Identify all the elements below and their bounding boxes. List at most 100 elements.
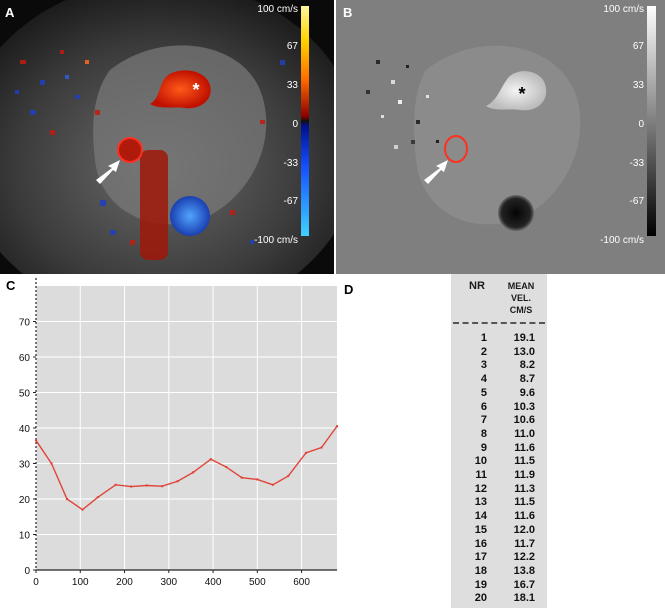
roi-circle xyxy=(444,135,468,163)
table-row: 7 10.6 xyxy=(451,414,547,427)
scale-label: 67 xyxy=(287,41,299,52)
x-tick-label: 300 xyxy=(160,577,177,588)
table-row: 10 11.5 xyxy=(451,455,547,468)
row-number: 20 xyxy=(474,592,487,605)
data-point xyxy=(304,451,308,455)
phase-velocity-image: * 100 cm/s 67 33 0 -33 -67 -100 cm/s xyxy=(336,0,665,274)
chart-svg: 0 10 20 30 40 50 60 70 0 100 200 300 400 500 600 xyxy=(19,278,339,588)
table-row: 16 11.7 xyxy=(451,538,547,551)
table-row: 5 9.6 xyxy=(451,387,547,400)
phase-noise xyxy=(366,60,439,149)
data-point xyxy=(65,497,69,501)
color-velocity-image: * 100 cm/s 67 33 0 -33 -67 -100 cm/s xyxy=(0,0,334,274)
velocity-gray-bar xyxy=(647,6,656,236)
roi-circle xyxy=(117,137,143,163)
scale-label: 33 xyxy=(287,80,299,91)
row-number: 7 xyxy=(480,414,487,427)
scale-label: -67 xyxy=(284,196,299,207)
scale-label: -100 cm/s xyxy=(254,235,298,246)
table-row: 8 11.0 xyxy=(451,428,547,441)
row-mean-velocity: 9.6 xyxy=(519,386,535,399)
scale-label: 0 xyxy=(292,119,298,130)
scale-label: 67 xyxy=(633,41,645,52)
table-row: 9 11.6 xyxy=(451,442,547,455)
descending-flow-red xyxy=(140,150,168,260)
row-mean-velocity: 13.0 xyxy=(513,345,535,358)
header-mean-line: MEAN xyxy=(507,281,535,291)
scale-label: -33 xyxy=(284,158,299,169)
panel-label-b: B xyxy=(343,5,353,20)
row-number: 5 xyxy=(480,386,487,399)
data-point xyxy=(96,496,100,499)
row-mean-velocity: 12.0 xyxy=(513,523,535,536)
x-tick-label: 100 xyxy=(72,577,89,588)
heart-silhouette xyxy=(93,45,267,225)
header-mean-velocity: MEAN VEL. CM/S xyxy=(501,280,541,316)
data-point xyxy=(256,478,259,481)
row-number: 13 xyxy=(474,496,487,509)
table-row: 18 13.8 xyxy=(451,565,547,578)
data-point xyxy=(209,458,213,461)
table-row: 13 11.5 xyxy=(451,496,547,509)
scale-label: -33 xyxy=(630,158,645,169)
table-row: 20 18.1 xyxy=(451,592,547,605)
scale-label: 0 xyxy=(638,119,644,130)
row-number: 17 xyxy=(474,551,487,564)
data-point xyxy=(287,474,290,478)
scale-label: 100 cm/s xyxy=(603,4,644,15)
header-nr: NR xyxy=(469,280,485,292)
y-tick-label: 40 xyxy=(19,424,31,435)
row-number: 12 xyxy=(474,482,487,495)
mean-velocity-table: NR MEAN VEL. CM/S 1 19.1 2 13.0 3 8.2 4 8.7 5 9.6… xyxy=(451,274,547,608)
data-point xyxy=(129,485,133,488)
row-number: 6 xyxy=(480,400,487,413)
scale-label: 33 xyxy=(633,80,645,91)
table-row: 11 11.9 xyxy=(451,469,547,482)
velocity-chart: 0 10 20 30 40 50 60 70 0 100 200 300 400 500 600 xyxy=(0,276,339,608)
row-mean-velocity: 10.3 xyxy=(513,400,535,413)
y-tick-label: 0 xyxy=(24,566,30,577)
data-point xyxy=(320,446,323,449)
aorta-flow-blue xyxy=(170,196,210,236)
data-point xyxy=(335,425,339,428)
series-line xyxy=(35,425,338,511)
row-mean-velocity: 10.6 xyxy=(513,414,535,427)
velocity-scale-labels: 100 cm/s 67 33 0 -33 -67 -100 cm/s xyxy=(254,4,298,246)
scale-label: 100 cm/s xyxy=(257,4,298,15)
row-mean-velocity: 13.8 xyxy=(513,564,535,577)
row-mean-velocity: 11.6 xyxy=(514,441,535,454)
data-point xyxy=(225,465,228,469)
header-mean-line: CM/S xyxy=(509,305,533,315)
row-number: 15 xyxy=(474,523,487,536)
row-mean-velocity: 11.6 xyxy=(514,510,535,523)
row-mean-velocity: 11.9 xyxy=(514,469,535,481)
header-mean-line: VEL. xyxy=(510,293,531,303)
table-row: 19 16.7 xyxy=(451,579,547,592)
x-tick-label: 500 xyxy=(249,577,266,588)
table-row: 1 19.1 xyxy=(451,332,547,345)
x-tick-label: 600 xyxy=(293,577,310,588)
x-tick-label: 400 xyxy=(205,577,222,588)
data-point xyxy=(271,483,275,486)
row-number: 1 xyxy=(480,332,487,344)
data-point xyxy=(114,483,117,486)
arrow-icon xyxy=(424,160,448,184)
row-mean-velocity: 18.1 xyxy=(513,592,535,605)
row-number: 19 xyxy=(474,578,487,591)
x-tick-label: 0 xyxy=(33,577,39,588)
row-number: 9 xyxy=(480,441,487,454)
data-point xyxy=(191,471,195,474)
row-mean-velocity: 16.7 xyxy=(513,578,535,591)
row-mean-velocity: 19.1 xyxy=(513,332,535,344)
row-number: 14 xyxy=(474,510,487,523)
row-mean-velocity: 12.2 xyxy=(513,551,535,564)
row-number: 3 xyxy=(480,359,487,372)
velocity-color-bar xyxy=(301,6,309,236)
table-row: 3 8.2 xyxy=(451,359,547,372)
asterisk-marker: * xyxy=(192,80,199,100)
data-point xyxy=(145,484,148,487)
table-row: 15 12.0 xyxy=(451,524,547,537)
y-tick-label: 30 xyxy=(19,460,31,471)
table-row: 4 8.7 xyxy=(451,373,547,386)
scale-label: -67 xyxy=(630,196,645,207)
